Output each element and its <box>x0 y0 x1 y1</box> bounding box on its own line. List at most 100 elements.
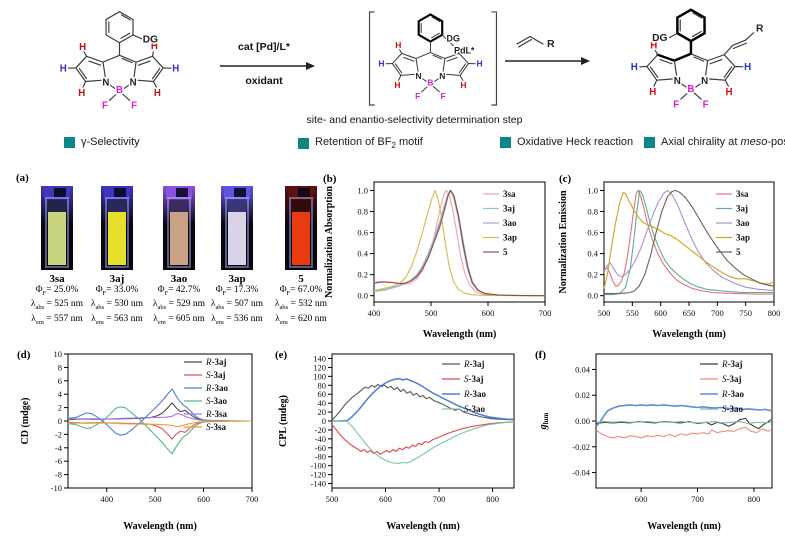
cuvette-cap <box>288 186 314 199</box>
reactant-structure: H H H H H H N N B F F DG <box>58 11 181 113</box>
series-line-S-3ao <box>332 420 514 464</box>
x-tick-label: 700 <box>691 494 704 504</box>
legend-entry-label: S-3aj <box>206 370 226 380</box>
y-axis-label: Normalization Absorption <box>324 186 335 298</box>
y-tick-label: 0.0 <box>587 291 598 301</box>
n-atom-label: N <box>701 76 708 87</box>
sample-property: λabs = 525 nm <box>30 299 84 312</box>
x-axis-label: Wavelength (nm) <box>423 329 497 340</box>
y-tick-label: 2 <box>58 403 62 413</box>
feature-label: Retention of BF2 motif <box>315 136 423 151</box>
y-tick-label: 140 <box>313 353 326 363</box>
y-tick-label: 6 <box>58 376 62 386</box>
chart-canvas-glum: 600 700 800 -0.04 -0.02 0.00 0.02 0.04 Wavelengt… <box>538 353 773 532</box>
cuvette-glass <box>105 197 129 268</box>
y-tick-label: 0.02 <box>575 390 590 400</box>
h-atom-label: H <box>631 62 638 73</box>
n-atom-label: N <box>439 71 445 81</box>
sample-property: λem = 536 nm <box>211 313 263 326</box>
x-tick-label: 550 <box>626 308 639 318</box>
legend-entry-label: R-3aj <box>721 359 743 369</box>
sample-card: 3sa ΦF= 25.0% λabs = 525 nm λem = 557 nm <box>27 186 87 328</box>
reaction-arrow-1: cat [Pd]/L* oxidant <box>220 41 315 87</box>
series-line-S-3ao <box>67 406 253 455</box>
y-tick-label: -60 <box>315 443 326 453</box>
series-line-S-3aj <box>595 426 772 439</box>
h-atom-label: H <box>154 88 161 99</box>
sample-name: 5 <box>298 273 304 285</box>
legend-entry-label: 3sa <box>503 189 516 199</box>
legend-entry-label: 5 <box>503 247 508 257</box>
y-tick-label: -40 <box>315 434 326 444</box>
y-tick-label: 8 <box>58 362 62 372</box>
f-atom-label: F <box>102 101 108 112</box>
x-tick-label: 400 <box>368 308 381 318</box>
scheme-caption: site- and enantio-selectivity determinat… <box>306 114 523 126</box>
y-tick-label: 0.2 <box>357 270 368 280</box>
h-atom-label: H <box>79 42 86 53</box>
y-tick-label: 40 <box>318 398 327 408</box>
pd-ligand-label: PdL* <box>454 45 475 55</box>
cuvette-liquid <box>170 212 188 265</box>
feature-bullet-icon <box>644 136 655 148</box>
legend-entry-label: 5 <box>736 247 741 257</box>
x-tick-label: 600 <box>197 494 210 504</box>
y-tick-label: -0.02 <box>572 442 590 452</box>
panel-a-label: (a) <box>16 172 29 184</box>
chart-canvas-cpl: 500 600 700 800 -140-120-100-80-60-40-200204… <box>278 353 515 532</box>
x-tick-label: 500 <box>598 308 611 318</box>
x-tick-label: 600 <box>654 308 667 318</box>
cuvette-cap-slot <box>176 188 188 197</box>
feature-legend-row: γ-Selectivity Retention of BF2 motif Oxida… <box>0 136 785 154</box>
panel-e-label: (e) <box>275 349 288 361</box>
series-line-S-3aj <box>331 421 515 456</box>
y-tick-label: 0.8 <box>587 206 598 216</box>
sample-property: λabs = 507 nm <box>210 299 264 312</box>
y-tick-label: 20 <box>318 407 327 417</box>
sample-property: λem = 605 nm <box>153 313 205 326</box>
y-tick-label: -10 <box>51 483 62 493</box>
y-tick-label: -100 <box>310 461 326 471</box>
cuvette-liquid <box>48 212 66 265</box>
cuvette-liquid <box>108 212 126 265</box>
n-atom-label: N <box>674 76 681 87</box>
y-tick-label: 0.6 <box>587 228 598 238</box>
cuvette-glass <box>167 197 191 268</box>
panel-b-label: (b) <box>323 173 337 185</box>
arrow-head-icon <box>306 62 315 70</box>
x-axis-label: Wavelength (nm) <box>652 329 726 340</box>
sample-name: 3ao <box>170 273 188 285</box>
cuvette-photo <box>163 186 195 270</box>
chart-canvas-cd: 400 500 600 700 -10 -8 -6 -4 -2 0 2 4 6 8 10 Wavelength… <box>20 349 258 532</box>
cuvette-cap-slot <box>54 188 66 197</box>
sample-property: ΦF= 25.0% <box>35 285 79 297</box>
y-tick-label: -2 <box>55 429 62 439</box>
legend-entry-label: 3ap <box>503 233 517 243</box>
f-atom-label: F <box>673 100 679 111</box>
series-line-R-3ao <box>332 377 514 422</box>
plot-frame <box>331 353 515 489</box>
sample-property: λem = 563 nm <box>91 313 143 326</box>
feature-bullet-icon <box>64 136 75 148</box>
y-tick-label: -140 <box>310 479 326 489</box>
y-tick-label: 0.0 <box>357 291 368 301</box>
series-line-5 <box>373 189 546 297</box>
cuvette-cap <box>44 186 70 199</box>
series-line-R-3aj <box>331 383 514 421</box>
cuvette-headspace <box>108 200 126 212</box>
legend-entry-label: S-3ao <box>722 404 743 414</box>
arrow-conditions-bottom: oxidant <box>245 75 283 87</box>
feature-item: γ-Selectivity <box>64 136 140 148</box>
h-atom-label: H <box>78 88 85 99</box>
legend-entry-label: S-3aj <box>464 374 484 384</box>
arrow-conditions-top: cat [Pd]/L* <box>238 41 291 53</box>
sample-card: 5 ΦF= 67.0% λabs = 532 nm λem = 620 nm <box>271 186 331 328</box>
cuvette-headspace <box>292 200 310 212</box>
h-atom-label: H <box>476 58 482 68</box>
legend-entry-label: R-3sa <box>205 409 227 419</box>
y-tick-label: 80 <box>318 380 327 390</box>
y-tick-label: -120 <box>310 470 326 480</box>
chart-canvas-abs: 400 500 600 700 0.0 0.2 0.4 0.6 0.8 1.0 Wavelength… <box>324 181 551 340</box>
panel-d-label: (d) <box>17 349 31 361</box>
